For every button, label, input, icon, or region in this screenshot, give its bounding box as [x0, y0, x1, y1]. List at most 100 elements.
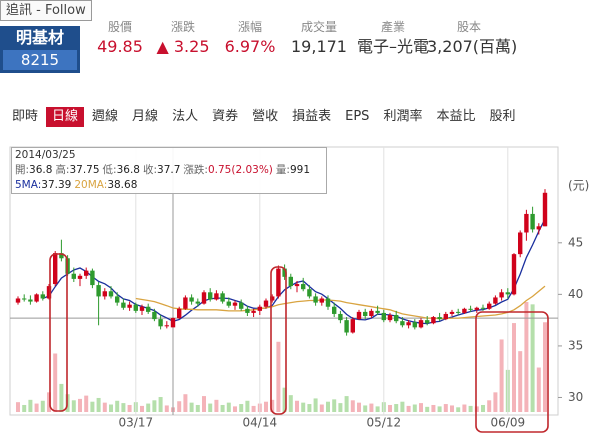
volume-bar	[419, 403, 423, 412]
quote-column: 漲幅 6.97%	[208, 18, 292, 58]
candle-body	[437, 317, 442, 320]
candle-body	[170, 318, 176, 328]
candle-body	[518, 232, 523, 255]
tab[interactable]: 損益表	[292, 109, 332, 124]
ma-value: 37.39	[41, 179, 72, 191]
candle-body	[332, 306, 337, 314]
candle-layer	[15, 189, 548, 336]
volume-bar	[530, 304, 535, 412]
y-tick-label: 35	[568, 338, 583, 352]
field-value: 36.8	[116, 164, 140, 176]
tab[interactable]: 月線	[132, 109, 159, 124]
volume-bar	[16, 402, 20, 412]
candle-body	[195, 301, 200, 304]
volume-bar	[28, 399, 33, 412]
candle-body	[356, 311, 362, 320]
candle-body	[487, 303, 492, 309]
volume-bar	[431, 404, 436, 412]
quote-value: 49.85	[97, 37, 143, 56]
candle-body	[115, 296, 120, 303]
candle-body	[387, 314, 393, 321]
tab[interactable]: 利潤率	[383, 109, 423, 124]
tab[interactable]: 週線	[92, 109, 119, 124]
follow-tag[interactable]: 追訊 - Follow	[0, 0, 92, 21]
volume-bar	[443, 404, 448, 412]
field-value: 37.7	[157, 164, 181, 176]
quote-label: 產業	[380, 20, 405, 34]
volume-bar	[363, 405, 368, 412]
highlight-box	[49, 253, 68, 412]
quote-value: 3,207(百萬)	[427, 37, 518, 56]
candle-body	[108, 291, 114, 297]
volume-bar	[233, 406, 237, 412]
tab[interactable]: 本益比	[436, 109, 476, 124]
volume-bar	[96, 397, 101, 412]
volume-bar	[22, 404, 27, 412]
volume-bar	[462, 404, 467, 412]
volume-bar	[121, 403, 126, 412]
volume-bar	[375, 406, 380, 412]
volume-bar	[102, 402, 107, 412]
candle-body	[22, 298, 27, 300]
candle-body	[40, 294, 45, 299]
candle-body	[34, 294, 39, 302]
tab[interactable]: 資券	[212, 109, 239, 124]
tab[interactable]: 營收	[252, 109, 279, 124]
quote-column: 成交量 19,171	[277, 18, 361, 58]
candle-body	[288, 276, 293, 287]
quote-label: 成交量	[300, 20, 337, 34]
tab[interactable]: 日線	[46, 107, 85, 127]
volume-bar	[338, 403, 343, 412]
candle-body	[294, 284, 300, 287]
volume-bar	[264, 401, 268, 412]
tab[interactable]: 法人	[172, 109, 199, 124]
candle-body	[201, 292, 207, 304]
candle-body	[412, 322, 417, 328]
candle-body	[133, 304, 138, 311]
candle-body	[511, 254, 517, 295]
candle-body	[146, 306, 151, 312]
tab[interactable]: EPS	[345, 109, 370, 124]
candle-body	[282, 268, 287, 277]
field-label: 低:	[102, 164, 117, 176]
candle-body	[313, 296, 318, 303]
volume-bar	[140, 405, 144, 412]
highlight-box	[270, 266, 287, 415]
candle-body	[369, 310, 374, 317]
field-value: 991	[289, 164, 310, 176]
candle-body	[443, 313, 448, 320]
candle-body	[139, 306, 145, 311]
tooltip-field: 收:37.7	[143, 164, 180, 176]
volume-bar	[288, 395, 293, 412]
volume-bar	[437, 406, 442, 412]
volume-bar	[400, 401, 405, 412]
volume-bar	[270, 399, 275, 412]
volume-bar	[71, 400, 76, 412]
volume-bar	[326, 401, 330, 412]
stock-code: 8215	[3, 50, 77, 70]
tab[interactable]: 即時	[12, 109, 39, 124]
volume-bar	[152, 400, 157, 412]
field-value: 36.8	[29, 164, 53, 176]
candle-body	[214, 293, 219, 300]
tab[interactable]: 股利	[489, 109, 516, 124]
candle-body	[46, 286, 52, 299]
candle-body	[493, 297, 498, 304]
unit-label: (元)	[568, 179, 589, 193]
quote-column: 產業 電子–光電	[351, 18, 435, 58]
candle-body	[462, 308, 467, 313]
ma-label: 20MA:	[74, 179, 108, 191]
field-label: 量:	[275, 164, 290, 176]
candle-body	[257, 306, 262, 311]
volume-bar	[456, 407, 461, 412]
candle-body	[270, 296, 275, 301]
candle-body	[71, 273, 76, 279]
field-value: 37.75	[69, 164, 100, 176]
volume-bar	[127, 404, 132, 412]
field-label: 高:	[55, 164, 70, 176]
ma-value: 38.68	[107, 179, 138, 191]
volume-bar	[518, 351, 523, 412]
volume-bar	[276, 341, 281, 412]
